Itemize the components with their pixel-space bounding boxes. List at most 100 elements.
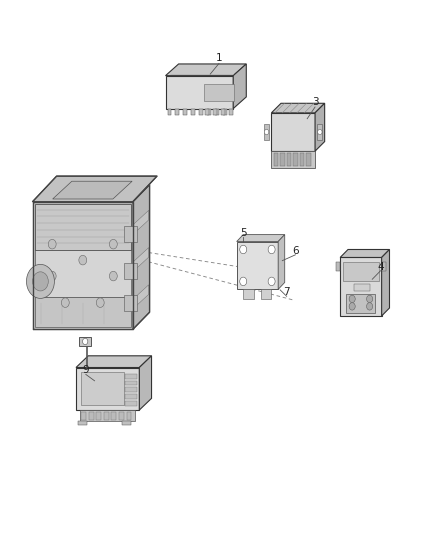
Polygon shape [124, 263, 138, 279]
Polygon shape [125, 394, 137, 399]
Polygon shape [139, 356, 152, 410]
Circle shape [367, 295, 373, 303]
Circle shape [265, 130, 269, 135]
Polygon shape [134, 285, 149, 308]
Polygon shape [204, 84, 234, 101]
Circle shape [32, 272, 48, 291]
Circle shape [349, 295, 355, 303]
Circle shape [110, 239, 117, 249]
Text: 6: 6 [292, 246, 299, 255]
Polygon shape [111, 411, 117, 419]
Polygon shape [53, 181, 132, 199]
Polygon shape [125, 374, 137, 378]
Polygon shape [381, 249, 389, 316]
Polygon shape [76, 356, 152, 368]
Circle shape [26, 264, 54, 298]
Polygon shape [233, 64, 246, 109]
Polygon shape [207, 109, 211, 115]
Polygon shape [346, 294, 375, 313]
Polygon shape [89, 411, 94, 419]
Polygon shape [300, 153, 304, 166]
Polygon shape [237, 241, 278, 289]
Polygon shape [213, 109, 217, 115]
Polygon shape [381, 262, 386, 271]
Text: 7: 7 [283, 287, 290, 297]
Polygon shape [35, 204, 131, 250]
Polygon shape [215, 109, 219, 115]
Polygon shape [127, 411, 131, 419]
Text: 3: 3 [312, 96, 318, 107]
Circle shape [268, 245, 275, 254]
Circle shape [96, 298, 104, 308]
Polygon shape [81, 372, 124, 405]
Polygon shape [32, 201, 133, 329]
Polygon shape [35, 297, 131, 327]
Polygon shape [354, 284, 370, 290]
Circle shape [79, 255, 87, 265]
Circle shape [268, 277, 275, 286]
Polygon shape [221, 109, 225, 115]
Polygon shape [32, 176, 157, 201]
Polygon shape [133, 184, 150, 329]
Polygon shape [272, 151, 315, 168]
Circle shape [240, 245, 247, 254]
Polygon shape [124, 295, 138, 311]
Polygon shape [237, 235, 285, 241]
Text: 5: 5 [240, 228, 246, 238]
Polygon shape [125, 381, 137, 385]
Polygon shape [35, 250, 131, 297]
Circle shape [349, 303, 355, 310]
Polygon shape [205, 109, 209, 115]
Text: 1: 1 [215, 53, 223, 62]
Polygon shape [199, 109, 203, 115]
Circle shape [318, 130, 322, 135]
Polygon shape [96, 411, 101, 419]
Circle shape [48, 239, 56, 249]
Polygon shape [272, 113, 315, 151]
Polygon shape [166, 76, 233, 109]
Polygon shape [167, 109, 172, 115]
Polygon shape [184, 109, 187, 115]
Polygon shape [287, 153, 291, 166]
Polygon shape [280, 153, 285, 166]
Circle shape [61, 298, 69, 308]
Polygon shape [244, 289, 254, 299]
Polygon shape [176, 109, 180, 115]
Polygon shape [134, 211, 149, 233]
Polygon shape [278, 235, 285, 289]
Polygon shape [293, 153, 298, 166]
Polygon shape [81, 410, 135, 421]
Polygon shape [264, 124, 269, 140]
Circle shape [48, 271, 56, 281]
Polygon shape [124, 225, 138, 241]
Polygon shape [223, 109, 227, 115]
Polygon shape [336, 262, 340, 271]
Polygon shape [78, 421, 87, 425]
Polygon shape [104, 411, 109, 419]
Polygon shape [343, 262, 379, 281]
Polygon shape [340, 249, 389, 257]
Polygon shape [274, 153, 278, 166]
Polygon shape [191, 109, 195, 115]
Polygon shape [119, 411, 124, 419]
Polygon shape [315, 103, 325, 151]
Polygon shape [125, 387, 137, 392]
Polygon shape [122, 421, 131, 425]
Polygon shape [272, 103, 325, 113]
Polygon shape [79, 337, 91, 346]
Polygon shape [261, 289, 272, 299]
Polygon shape [306, 153, 311, 166]
Text: 4: 4 [377, 262, 384, 271]
Polygon shape [166, 64, 246, 76]
Circle shape [82, 338, 88, 345]
Polygon shape [125, 401, 137, 406]
Circle shape [110, 271, 117, 281]
Polygon shape [81, 411, 86, 419]
Circle shape [240, 277, 247, 286]
Polygon shape [134, 247, 149, 271]
Text: 9: 9 [82, 365, 89, 375]
Polygon shape [229, 109, 233, 115]
Circle shape [367, 303, 373, 310]
Polygon shape [317, 124, 322, 140]
Polygon shape [76, 368, 139, 410]
